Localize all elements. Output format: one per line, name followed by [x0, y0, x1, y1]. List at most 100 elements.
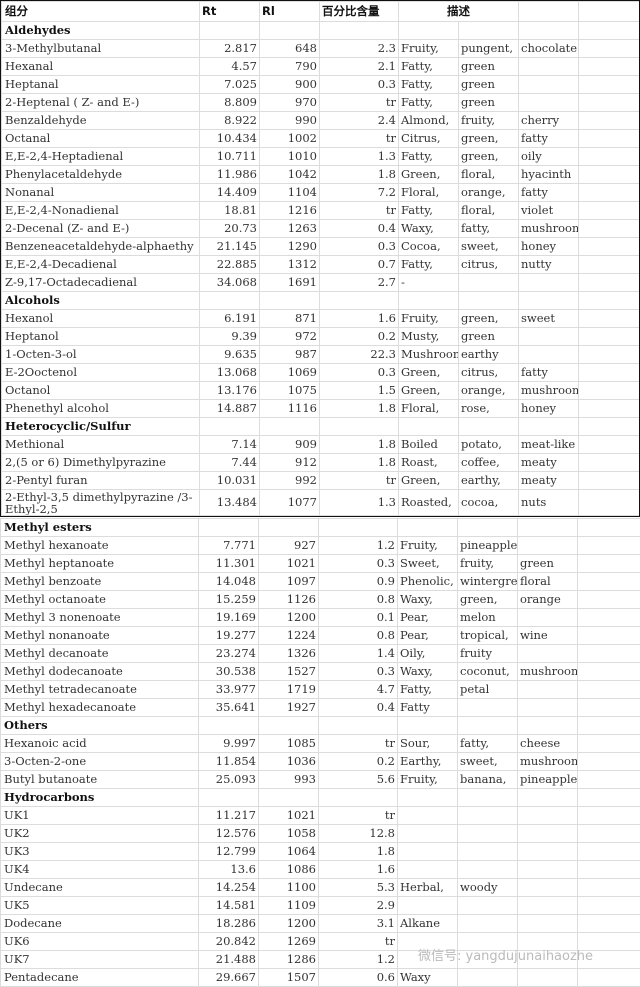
descriptor-1	[398, 843, 458, 861]
empty-cell	[579, 400, 640, 418]
descriptor-1	[398, 897, 458, 915]
descriptor-1: Boiled	[399, 436, 459, 454]
rt-value: 7.771	[199, 537, 259, 555]
rt-value: 13.068	[200, 364, 260, 382]
rt-value: 14.048	[199, 573, 259, 591]
ri-value: 927	[259, 537, 319, 555]
rt-value: 10.434	[200, 130, 260, 148]
empty-cell	[579, 76, 640, 94]
descriptor-2	[459, 274, 519, 292]
ri-value: 1109	[259, 897, 319, 915]
descriptor-2: potato,	[459, 436, 519, 454]
ri-value: 1286	[259, 951, 319, 969]
compound-name: Heptanal	[2, 76, 200, 94]
compound-name: Benzaldehyde	[2, 112, 200, 130]
descriptor-3	[518, 807, 578, 825]
percent-value: 2.7	[320, 274, 399, 292]
empty-cell	[579, 40, 640, 58]
category-label: Others	[1, 717, 199, 735]
compound-name: UK6	[1, 933, 199, 951]
descriptor-2: wintergre	[458, 573, 518, 591]
ri-value: 1021	[259, 807, 319, 825]
descriptor-2: orange,	[459, 382, 519, 400]
header-ri: Rl	[260, 2, 320, 22]
percent-value: 1.2	[319, 951, 398, 969]
descriptor-1: Fatty,	[399, 58, 459, 76]
descriptor-3: oily	[519, 148, 579, 166]
empty-cell	[579, 112, 640, 130]
percent-value: 1.4	[319, 645, 398, 663]
descriptor-1: Green,	[399, 382, 459, 400]
descriptor-3: cherry	[519, 112, 579, 130]
descriptor-2: coconut,	[458, 663, 518, 681]
compound-name: Octanol	[2, 382, 200, 400]
header-description: 描述	[399, 2, 519, 22]
compound-name: Z-9,17-Octadecadienal	[2, 274, 200, 292]
ri-value: 972	[260, 328, 320, 346]
descriptor-1: Oily,	[398, 645, 458, 663]
ri-value: 909	[260, 436, 320, 454]
descriptor-1: Cocoa,	[399, 238, 459, 256]
ri-value: 990	[260, 112, 320, 130]
empty-cell	[579, 382, 640, 400]
percent-value: 22.3	[320, 346, 399, 364]
header-row: 组分 Rt Rl 百分比含量 描述	[2, 2, 640, 22]
category-label: Hydrocarbons	[1, 789, 199, 807]
descriptor-1: Floral,	[399, 400, 459, 418]
descriptor-1: Alkane	[398, 915, 458, 933]
descriptor-1: Pear,	[398, 627, 458, 645]
empty-cell	[578, 573, 640, 591]
descriptor-2: sweet,	[459, 238, 519, 256]
ri-value: 1200	[259, 915, 319, 933]
compound-name: Phenylacetaldehyde	[2, 166, 200, 184]
compound-name: UK1	[1, 807, 199, 825]
compound-name: Heptanol	[2, 328, 200, 346]
percent-value: 0.8	[319, 627, 398, 645]
descriptor-3	[518, 897, 578, 915]
percent-value: 0.8	[319, 591, 398, 609]
rt-value: 8.809	[200, 94, 260, 112]
compound-name: Methyl hexanoate	[1, 537, 199, 555]
descriptor-1: Roasted,	[399, 490, 459, 516]
compound-name: E-2Ooctenol	[2, 364, 200, 382]
ri-value: 1097	[259, 573, 319, 591]
empty-cell	[579, 436, 640, 454]
descriptor-1: Phenolic,	[398, 573, 458, 591]
empty-cell	[578, 879, 640, 897]
compound-name: 3-Octen-2-one	[1, 753, 199, 771]
rt-value: 23.274	[199, 645, 259, 663]
descriptor-1: Fatty,	[399, 94, 459, 112]
ri-value: 790	[260, 58, 320, 76]
compound-name: Phenethyl alcohol	[2, 400, 200, 418]
descriptor-2: green	[459, 58, 519, 76]
rt-value: 21.145	[200, 238, 260, 256]
empty-cell	[578, 555, 640, 573]
rt-value: 12.576	[199, 825, 259, 843]
descriptor-2: petal	[458, 681, 518, 699]
compound-name: Hexanol	[2, 310, 200, 328]
empty-cell	[579, 166, 640, 184]
category-label: Aldehydes	[2, 22, 200, 40]
percent-value: 0.3	[320, 76, 399, 94]
rt-value: 25.093	[199, 771, 259, 789]
empty-cell	[579, 94, 640, 112]
ri-value: 970	[260, 94, 320, 112]
rt-value: 13.6	[199, 861, 259, 879]
descriptor-2: citrus,	[459, 256, 519, 274]
rt-value: 18.81	[200, 202, 260, 220]
compound-name: E,E-2,4-Heptadienal	[2, 148, 200, 166]
ri-value: 1064	[259, 843, 319, 861]
